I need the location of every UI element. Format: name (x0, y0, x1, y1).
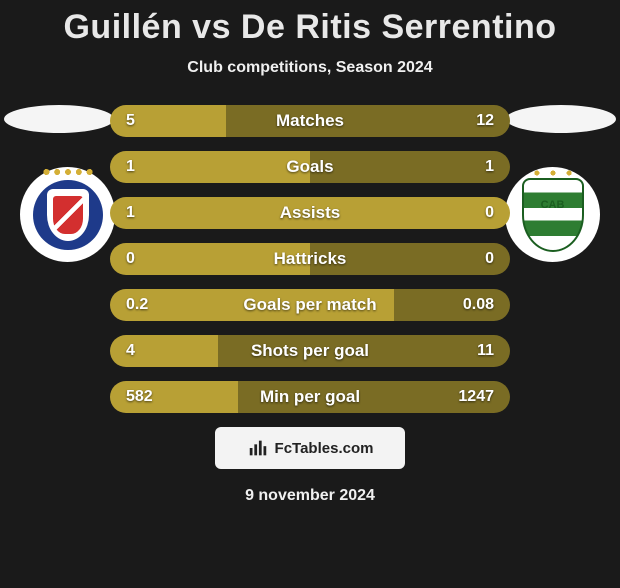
watermark: FcTables.com (215, 427, 405, 469)
stat-label: Goals per match (110, 295, 510, 315)
stat-right-value: 0.08 (463, 296, 494, 314)
chart-icon (247, 437, 269, 459)
stat-row: 582 Min per goal 1247 (110, 381, 510, 413)
page-title: Guillén vs De Ritis Serrentino (0, 8, 620, 47)
stat-label: Matches (110, 111, 510, 131)
stat-right-value: 11 (477, 342, 494, 360)
stat-row: 1 Goals 1 (110, 151, 510, 183)
stat-right-value: 1 (485, 158, 494, 176)
stat-row: 0 Hattricks 0 (110, 243, 510, 275)
watermark-text: FcTables.com (275, 440, 374, 457)
stat-label: Shots per goal (110, 341, 510, 361)
club-shield-right: CAB (522, 178, 584, 252)
date-text: 9 november 2024 (0, 487, 620, 505)
stat-row: 4 Shots per goal 11 (110, 335, 510, 367)
stat-row: 1 Assists 0 (110, 197, 510, 229)
stat-right-value: 0 (485, 250, 494, 268)
page-subtitle: Club competitions, Season 2024 (0, 59, 620, 77)
stat-row: 5 Matches 12 (110, 105, 510, 137)
comparison-content: CAB 5 Matches 12 1 Goals 1 1 Assists 0 0 (0, 105, 620, 505)
stat-right-value: 12 (476, 112, 494, 130)
stat-label: Min per goal (110, 387, 510, 407)
club-badge-right: CAB (505, 167, 600, 262)
stat-label: Assists (110, 203, 510, 223)
stat-row: 0.2 Goals per match 0.08 (110, 289, 510, 321)
club-badge-left (20, 167, 115, 262)
stat-right-value: 0 (485, 204, 494, 222)
stat-label: Hattricks (110, 249, 510, 269)
player-ellipse-right (506, 105, 616, 133)
player-ellipse-left (4, 105, 114, 133)
stat-right-value: 1247 (458, 388, 494, 406)
stat-label: Goals (110, 157, 510, 177)
club-shield-left (33, 180, 103, 250)
stats-container: 5 Matches 12 1 Goals 1 1 Assists 0 0 Hat… (110, 105, 510, 413)
